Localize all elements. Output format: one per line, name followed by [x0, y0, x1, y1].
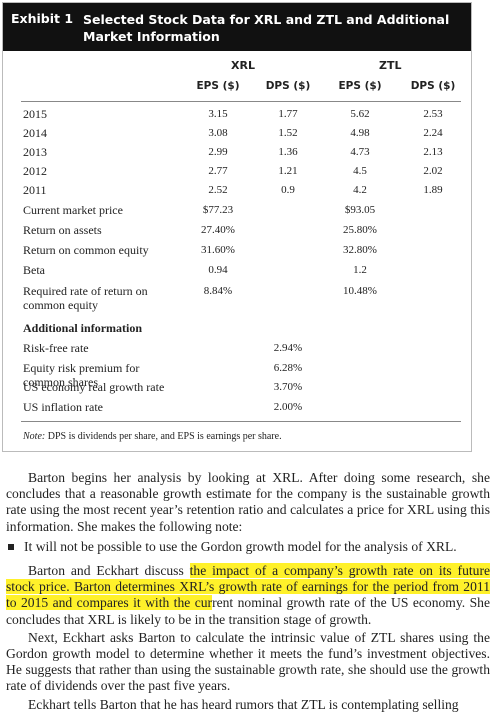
cell: 27.40%: [201, 224, 235, 236]
cell: 4.73: [350, 146, 370, 158]
row-label: 2012: [23, 164, 47, 178]
column-header: DPS ($): [410, 80, 456, 92]
cell: 4.5: [353, 165, 367, 177]
body-text: Barton begins her analysis by looking at…: [6, 470, 491, 715]
section-title: Additional information: [23, 321, 143, 335]
cell: 0.9: [281, 184, 295, 196]
text: Eckhart tells Barton that he has heard r…: [28, 696, 459, 712]
row-label: Current market price: [23, 203, 123, 217]
row-label: US inflation rate: [23, 399, 103, 414]
row-label: 2015: [23, 107, 47, 121]
group-header: ZTL: [379, 59, 402, 72]
row-label: Equity risk premium for common shares: [23, 360, 140, 389]
header-rule: [21, 101, 461, 102]
note-text: DPS is dividends per share, and EPS is e…: [47, 431, 282, 442]
cell: 4.2: [353, 184, 367, 196]
paragraph: Barton and Eckhart discuss the impact of…: [6, 563, 491, 628]
cell: 2.00%: [273, 400, 303, 413]
text: Next, Eckhart asks Barton to calculate t…: [6, 629, 490, 694]
cell: 2.24: [423, 127, 443, 139]
cell: 25.80%: [343, 224, 377, 236]
group-header: XRL: [231, 59, 255, 72]
row-label: Beta: [23, 263, 45, 277]
exhibit: Exhibit 1 Selected Stock Data for XRL an…: [2, 2, 472, 452]
cell: 0.94: [208, 264, 228, 276]
text: It will not be possible to use the Gordo…: [24, 538, 457, 554]
cell: 2.94%: [273, 342, 303, 354]
exhibit-header: Exhibit 1 Selected Stock Data for XRL an…: [3, 3, 471, 51]
cell: 3.70%: [273, 381, 303, 393]
cell: $77.23: [202, 204, 234, 216]
text: Barton and Eckhart discuss: [28, 563, 190, 579]
row-label: Return on assets: [23, 223, 102, 237]
cell: 6.28%: [273, 361, 303, 374]
cell: 1.21: [278, 165, 298, 177]
cell: 1.77: [278, 108, 298, 120]
cell: 31.60%: [201, 244, 235, 256]
cell: 5.62: [350, 108, 370, 120]
text: rent nominal growth rate of the US econo…: [6, 595, 490, 627]
cell: 3.08: [208, 127, 228, 139]
row-label: Risk-free rate: [23, 341, 89, 355]
bullet-item: It will not be possible to use the Gordo…: [6, 539, 490, 555]
column-header: EPS ($): [196, 80, 240, 92]
paragraph: Barton begins her analysis by looking at…: [6, 470, 490, 535]
cell: 1.2: [353, 264, 367, 276]
column-header: EPS ($): [338, 80, 382, 92]
note: Note: DPS is dividends per share, and EP…: [23, 431, 282, 442]
cell: 1.36: [278, 146, 298, 158]
paragraph: Next, Eckhart asks Barton to calculate t…: [6, 630, 490, 695]
row-label: US economy real growth rate: [23, 380, 165, 394]
paragraph: Eckhart tells Barton that he has heard r…: [6, 697, 490, 713]
cell: 3.15: [208, 108, 228, 120]
column-header: DPS ($): [265, 80, 311, 92]
row-label: 2013: [23, 145, 47, 159]
cell: 2.13: [423, 146, 443, 158]
cell: 10.48%: [343, 285, 377, 297]
text: Barton begins her analysis by looking at…: [6, 470, 490, 534]
cell: 2.77: [208, 165, 228, 177]
exhibit-title: Selected Stock Data for XRL and ZTL and …: [83, 12, 450, 44]
cell: 4.98: [350, 127, 370, 139]
cell: 1.89: [423, 184, 443, 196]
cell: 2.99: [208, 146, 228, 158]
cell: 8.84%: [203, 285, 233, 297]
cell: 2.52: [208, 184, 228, 196]
cell: 2.53: [423, 108, 443, 120]
table-bottom-rule: [21, 421, 461, 422]
cell: 2.02: [423, 165, 443, 177]
cell: 1.52: [278, 127, 298, 139]
row-label: Return on common equity: [23, 243, 149, 257]
cell: $93.05: [344, 204, 376, 216]
note-label: Note:: [23, 431, 46, 442]
row-label: Required rate of return on common equity: [23, 284, 148, 312]
row-label: 2014: [23, 126, 47, 140]
exhibit-number: Exhibit 1: [11, 11, 74, 26]
cell: 32.80%: [343, 244, 377, 256]
row-label: 2011: [23, 183, 47, 197]
